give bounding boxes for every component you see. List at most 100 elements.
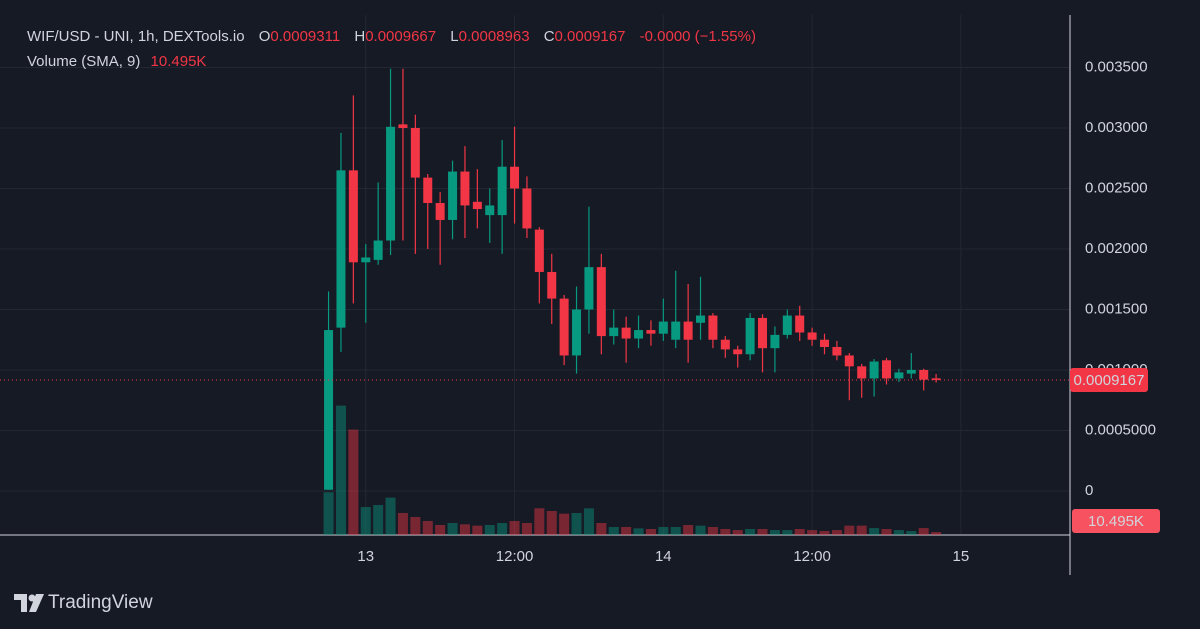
candle-body <box>572 309 582 356</box>
volume-bar <box>645 528 656 535</box>
y-tick-label: 0.003500 <box>1085 58 1148 75</box>
volume-bar <box>472 525 483 535</box>
volume-bar <box>807 530 818 535</box>
volume-bar <box>869 528 880 535</box>
candle-body <box>658 321 668 334</box>
x-tick-label: 14 <box>655 548 672 565</box>
legend-value: 0.0009311 <box>270 28 341 45</box>
logo <box>14 594 44 612</box>
volume-bar <box>521 522 532 535</box>
candle-body <box>844 355 854 367</box>
volume-bar <box>435 524 446 535</box>
watermark: TradingView <box>48 592 153 613</box>
volume-bar <box>422 520 433 535</box>
candle-body <box>497 166 507 216</box>
volume-bar <box>707 526 718 535</box>
volume-bar <box>335 405 346 535</box>
last-price-label: 0.0009167 <box>1074 372 1145 389</box>
volume-bar <box>348 429 359 535</box>
candle-body <box>671 321 681 340</box>
legend-key: L <box>450 28 459 45</box>
candle-body <box>869 361 879 379</box>
volume-bar <box>757 528 768 535</box>
legend-change-pct: (−1.55%) <box>694 28 756 45</box>
volume-bar <box>633 528 644 535</box>
candle-body <box>410 128 420 178</box>
volume-bar <box>497 522 508 535</box>
candle-body <box>559 298 569 356</box>
volume-bar <box>459 524 470 535</box>
y-tick-label: 0.002500 <box>1085 179 1148 196</box>
candle-body <box>906 369 916 374</box>
candle-body <box>485 205 495 216</box>
candle-body <box>460 171 470 206</box>
volume-legend: Volume (SMA, 9) 10.495K <box>27 53 206 70</box>
x-tick-label: 12:00 <box>496 548 534 565</box>
indicator-name: Volume (SMA, 9) <box>27 53 141 70</box>
volume-bar <box>893 530 904 535</box>
candle-body <box>584 267 594 310</box>
volume-bar <box>559 513 570 535</box>
volume-bar <box>670 526 681 535</box>
candle-body <box>919 369 929 380</box>
volume-bar <box>782 530 793 535</box>
candle-body <box>807 332 817 340</box>
candle-body <box>795 315 805 333</box>
candle-body <box>745 317 755 355</box>
candle-body <box>510 166 520 189</box>
volume-bar <box>819 530 830 535</box>
volume-bar <box>397 512 408 535</box>
candle-body <box>609 327 619 337</box>
volume-sma-box <box>1072 508 1160 533</box>
candle-body <box>621 327 631 339</box>
candle-body <box>894 372 904 379</box>
volume-bar <box>844 525 855 535</box>
volume-bar <box>484 524 495 535</box>
candle-body <box>782 315 792 335</box>
candle-body <box>596 267 606 337</box>
volume-bar <box>732 530 743 535</box>
volume-bar <box>695 525 706 535</box>
ohlc-legend: WIF/USD - UNI, 1h, DEXTools.io O0.000931… <box>27 28 756 45</box>
volume-bar <box>906 530 917 535</box>
legend-key: C <box>543 28 555 45</box>
volume-sma-label: 10.495K <box>1088 513 1144 530</box>
candle-body <box>373 240 383 260</box>
y-tick-label: 0.003000 <box>1085 119 1148 136</box>
candle-body <box>646 330 656 334</box>
candle-body <box>931 378 941 381</box>
y-tick-label: 0 <box>1085 482 1093 499</box>
legend-value: 0.0008963 <box>458 28 530 45</box>
candle-body <box>522 188 532 229</box>
candle-body <box>348 170 358 263</box>
volume-bar <box>683 524 694 535</box>
volume-bar <box>881 528 892 535</box>
volume-bar <box>323 492 334 535</box>
candle-body <box>423 177 433 204</box>
volume-bar <box>447 522 458 535</box>
volume-bar <box>658 526 669 535</box>
volume-bar <box>608 526 619 535</box>
volume-bar <box>931 532 942 535</box>
candle-body <box>832 346 842 356</box>
volume-bar <box>534 508 545 535</box>
legend-value: 0.0009667 <box>365 28 437 45</box>
volume-bar <box>385 497 396 535</box>
volume-bar <box>720 528 731 535</box>
candle-body <box>472 201 482 210</box>
volume-bar <box>571 512 582 535</box>
legend-key: H <box>354 28 366 45</box>
candle-body <box>708 315 718 340</box>
last-price-box <box>1070 368 1148 393</box>
candle-body <box>857 366 867 379</box>
candle-body <box>448 171 458 220</box>
candle-body <box>882 360 892 379</box>
volume-bar <box>769 530 780 535</box>
candle-body <box>534 229 544 272</box>
volume-bar <box>918 528 929 535</box>
candle-body <box>386 126 396 241</box>
y-tick-label: 0.001500 <box>1085 300 1148 317</box>
volume-bar <box>410 516 421 535</box>
candle-body <box>324 330 334 490</box>
